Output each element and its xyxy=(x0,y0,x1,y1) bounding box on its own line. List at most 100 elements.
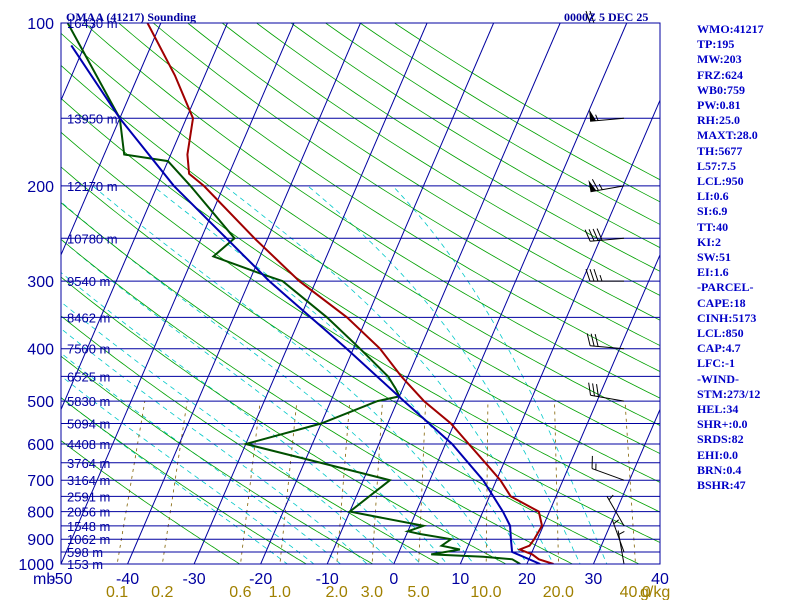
wind-barb xyxy=(606,494,625,527)
mixing-ratio-line xyxy=(371,401,383,564)
wind-barb-half-flag xyxy=(595,114,599,121)
mixing-ratio-layer xyxy=(116,401,636,564)
wind-barb-half-flag xyxy=(613,519,620,525)
sounding-index: LFC:-1 xyxy=(697,356,735,371)
wind-barb xyxy=(585,268,624,282)
sounding-index: BRN:0.4 xyxy=(697,462,742,477)
height-label: 9540 m xyxy=(67,274,110,289)
temperature-tick-label: 20 xyxy=(518,571,536,588)
dry-adiabat-line xyxy=(61,131,660,513)
temperature-profile-line xyxy=(146,23,554,564)
mixing-ratio-line xyxy=(485,401,489,564)
wind-barb-half-flag xyxy=(599,274,603,282)
temperature-tick-label: 0 xyxy=(389,571,398,588)
moist-adiabat-line xyxy=(152,185,528,564)
dry-adiabat-line xyxy=(61,397,308,564)
wind-barb-flag xyxy=(585,268,591,282)
height-label: 2591 m xyxy=(67,489,110,504)
chart-time: 0000Z 5 DEC 25 xyxy=(564,10,648,24)
isotherm-line xyxy=(459,99,660,564)
pressure-tick-label: 500 xyxy=(27,394,54,411)
dry-adiabat-line xyxy=(187,23,660,321)
dry-adiabat-line xyxy=(61,355,374,564)
mixing-ratio-tick-label: 10.0 xyxy=(470,584,501,600)
sounding-index: TT:40 xyxy=(697,219,729,234)
mixing-ratio-line xyxy=(624,401,636,564)
moist-adiabat-line xyxy=(61,375,315,564)
pressure-tick-label: 800 xyxy=(27,505,54,522)
height-label: 13950 m xyxy=(67,111,118,126)
isotherm-line xyxy=(526,253,660,564)
height-label: 10780 m xyxy=(67,231,118,246)
temperature-tick-label: 30 xyxy=(585,571,603,588)
dry-adiabat-line xyxy=(83,23,660,399)
mixing-ratio-line xyxy=(279,401,298,564)
wind-barb xyxy=(588,382,625,402)
sounding-index: PW:0.81 xyxy=(697,98,741,113)
pressure-tick-label: 600 xyxy=(27,437,54,454)
mixing-ratio-tick-label: 1.0 xyxy=(269,584,291,600)
dry-adiabat-line xyxy=(61,32,660,426)
isotherm-line xyxy=(393,23,628,564)
sounding-index: RH:25.0 xyxy=(697,113,740,128)
wind-barb-layer xyxy=(584,10,625,565)
isotherm-line xyxy=(61,23,228,411)
moist-adiabat-line xyxy=(224,185,554,564)
height-label: 16430 m xyxy=(67,16,118,31)
pressure-tick-label: 400 xyxy=(27,342,54,359)
mixing-ratio-unit-label: g/kg xyxy=(640,584,670,600)
mixing-ratio-tick-label: 3.0 xyxy=(361,584,383,600)
sounding-index: MAXT:28.0 xyxy=(697,128,758,143)
sounding-index: LI:0.6 xyxy=(697,189,729,204)
wind-barb-staff xyxy=(591,468,625,481)
dry-adiabat-line xyxy=(61,440,241,564)
mixing-ratio-line xyxy=(418,401,427,564)
pressure-tick-label: 200 xyxy=(27,179,54,196)
wind-barb xyxy=(617,530,625,565)
wind-barb-staff xyxy=(590,185,625,193)
moist-adiabat-line xyxy=(61,397,288,564)
dry-adiabat-line xyxy=(221,23,660,296)
wind-barb xyxy=(589,109,625,122)
height-label: 5830 m xyxy=(67,394,110,409)
pressure-tick-label: 100 xyxy=(27,16,54,33)
temperature-tick-label: -40 xyxy=(116,571,139,588)
height-label: 2056 m xyxy=(67,505,110,520)
sounding-index: CAP:4.7 xyxy=(697,341,741,356)
wind-barb-flag xyxy=(588,229,595,242)
sounding-index: WB0:759 xyxy=(697,82,745,97)
moist-adiabat-line xyxy=(61,272,421,564)
wind-barb xyxy=(611,519,625,553)
wind-barb-flag xyxy=(596,384,599,397)
wind-barb-flag xyxy=(586,333,591,346)
height-label: 1548 m xyxy=(67,519,110,534)
sounding-index: TH:5677 xyxy=(697,143,743,158)
height-label: 5094 m xyxy=(67,417,110,432)
wind-barb-pennant xyxy=(589,109,597,122)
pressure-tick-label: 700 xyxy=(27,473,54,490)
sounding-index: FRZ:624 xyxy=(697,67,743,82)
mixing-ratio-line xyxy=(161,401,188,564)
wind-barb-staff xyxy=(606,496,625,527)
dry-adiabat-line xyxy=(290,23,660,249)
sounding-index: SRDS:82 xyxy=(697,432,744,447)
isobar-layer xyxy=(61,22,660,565)
sounding-index: CINH:5173 xyxy=(697,310,757,325)
profile-layer xyxy=(66,23,554,564)
wind-barb-flag xyxy=(585,10,591,24)
height-label: 598 m xyxy=(67,545,103,560)
height-label: 12170 m xyxy=(67,179,118,194)
sounding-indices-panel: WMO:41217 TP:195 MW:203 FRZ:624 WB0:759 PW:0.… xyxy=(697,22,764,493)
chart-title: OMAA (41217) Sounding xyxy=(66,10,196,24)
wind-barb-flag xyxy=(593,268,599,282)
sounding-index: L57:7.5 xyxy=(697,158,736,173)
dry-adiabat-line xyxy=(152,23,660,347)
wind-barb-half-flag xyxy=(618,531,625,535)
mixing-ratio-tick-label: 0.2 xyxy=(151,584,173,600)
wind-barb-staff xyxy=(617,530,625,565)
temperature-tick-label: -10 xyxy=(316,571,339,588)
moist-adiabat-line xyxy=(61,301,395,564)
mixing-ratio-line xyxy=(554,401,559,564)
mixing-ratio-tick-label: 20.0 xyxy=(543,584,574,600)
